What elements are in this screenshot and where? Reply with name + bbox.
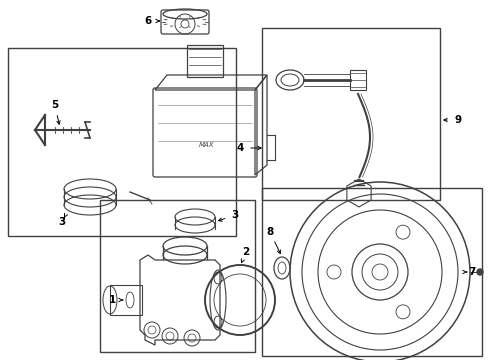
Bar [8,48,236,236]
Bar [262,188,481,356]
Bar [186,45,223,77]
Text: 1: 1 [108,295,115,305]
Text: MAX: MAX [199,142,214,148]
Text: 5: 5 [51,100,59,110]
Bar [262,28,439,200]
Text: 6: 6 [144,16,151,26]
Bar [349,70,365,90]
Circle shape [476,269,482,275]
Text: 7: 7 [468,267,475,277]
Bar [110,285,142,315]
Text: 3: 3 [231,210,238,220]
Text: 9: 9 [453,115,461,125]
Text: 3: 3 [58,217,65,227]
Text: 8: 8 [266,227,273,237]
Text: 2: 2 [242,247,249,257]
Text: 4: 4 [236,143,243,153]
Bar [100,200,254,352]
